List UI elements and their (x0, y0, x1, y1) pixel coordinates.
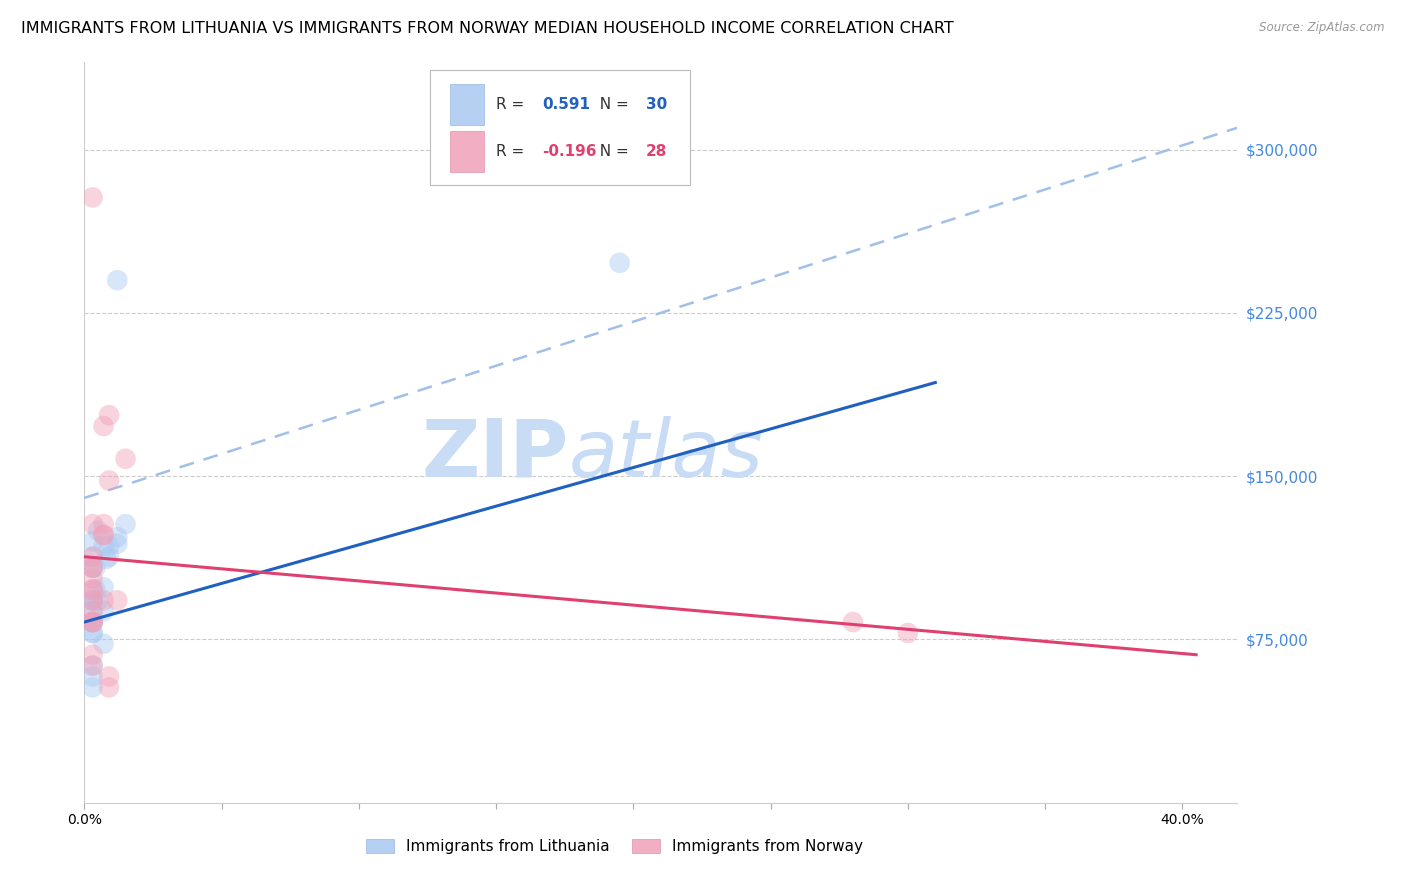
Point (105, 273, 128, 287)
Point (897, 626, 920, 640)
Text: 28: 28 (645, 144, 668, 159)
Text: IMMIGRANTS FROM LITHUANIA VS IMMIGRANTS FROM NORWAY MEDIAN HOUSEHOLD INCOME CORR: IMMIGRANTS FROM LITHUANIA VS IMMIGRANTS … (21, 21, 953, 36)
Text: 0.591: 0.591 (543, 97, 591, 112)
Point (82, 582, 104, 597)
Bar (450, 84, 485, 125)
Point (82, 681, 104, 695)
Point (82, 593, 104, 607)
Point (98, 549, 121, 564)
Point (82, 593, 104, 607)
Point (93, 419, 115, 434)
Point (114, 451, 136, 466)
Point (82, 604, 104, 618)
Point (105, 536, 128, 550)
Text: R =: R = (496, 144, 529, 159)
Point (82, 615, 104, 629)
Point (105, 593, 128, 607)
Point (93, 604, 115, 618)
FancyBboxPatch shape (430, 70, 690, 185)
Text: Source: ZipAtlas.com: Source: ZipAtlas.com (1260, 21, 1385, 34)
Point (82, 626, 104, 640)
Point (82, 593, 104, 607)
Point (82, 549, 104, 564)
Point (93, 637, 115, 651)
Text: -0.196: -0.196 (543, 144, 596, 159)
Point (82, 190, 104, 204)
Text: N =: N = (591, 144, 634, 159)
Point (82, 560, 104, 574)
Point (98, 474, 121, 488)
Point (93, 539, 115, 553)
Text: N =: N = (591, 97, 634, 112)
Point (82, 549, 104, 564)
Point (82, 615, 104, 629)
Text: ZIP: ZIP (422, 416, 568, 494)
Point (82, 560, 104, 574)
Point (98, 408, 121, 422)
Text: atlas: atlas (568, 416, 763, 494)
Point (82, 582, 104, 597)
Point (93, 517, 115, 532)
Point (82, 615, 104, 629)
Point (82, 593, 104, 607)
Point (96, 552, 118, 566)
Point (93, 528, 115, 542)
Point (98, 539, 121, 553)
Text: 30: 30 (645, 97, 666, 112)
Text: R =: R = (496, 97, 529, 112)
Point (82, 626, 104, 640)
Point (84, 582, 107, 597)
Bar (450, 131, 485, 171)
Point (82, 669, 104, 683)
Point (87, 593, 110, 607)
Point (93, 580, 115, 594)
Point (98, 669, 121, 683)
Point (84, 560, 107, 574)
Point (93, 593, 115, 607)
Point (609, 256, 631, 270)
Point (114, 517, 136, 532)
Point (93, 528, 115, 542)
Point (82, 534, 104, 549)
Point (82, 615, 104, 629)
Legend: Immigrants from Lithuania, Immigrants from Norway: Immigrants from Lithuania, Immigrants fr… (359, 831, 870, 862)
Point (82, 560, 104, 574)
Point (82, 604, 104, 618)
Point (82, 648, 104, 662)
Point (98, 681, 121, 695)
Point (82, 615, 104, 629)
Point (87, 524, 110, 538)
Point (105, 530, 128, 544)
Point (82, 517, 104, 532)
Point (82, 658, 104, 673)
Point (842, 615, 865, 629)
Point (82, 572, 104, 586)
Point (82, 658, 104, 673)
